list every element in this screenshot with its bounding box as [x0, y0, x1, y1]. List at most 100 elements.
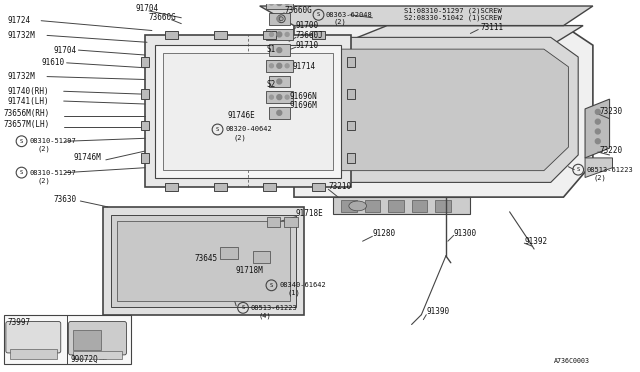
Text: 08340-61642: 08340-61642 [279, 282, 326, 288]
Bar [269, 107, 290, 119]
Bar [74, 330, 101, 350]
Text: 08513-61223: 08513-61223 [586, 167, 633, 173]
Polygon shape [294, 26, 593, 197]
Text: S2:08330-51042 (1)SCREW: S2:08330-51042 (1)SCREW [404, 15, 502, 21]
Bar [388, 200, 404, 212]
Text: S2: S2 [266, 80, 276, 89]
Bar [4, 315, 131, 364]
Text: 73210: 73210 [328, 182, 351, 191]
Circle shape [277, 79, 282, 84]
Bar [103, 207, 304, 315]
Text: S1:08310-51297 (2)SCREW: S1:08310-51297 (2)SCREW [404, 8, 502, 14]
Bar [10, 349, 57, 359]
Text: 91724: 91724 [8, 16, 31, 25]
Text: 91718M: 91718M [235, 266, 263, 275]
Bar [214, 32, 227, 39]
Bar [266, 60, 293, 72]
Circle shape [595, 109, 600, 114]
Text: (2): (2) [233, 134, 246, 141]
Circle shape [277, 1, 282, 6]
Text: S1: S1 [266, 45, 276, 54]
Text: (2): (2) [37, 146, 50, 153]
Polygon shape [585, 158, 612, 177]
Text: 91300: 91300 [454, 229, 477, 238]
Bar [347, 153, 355, 163]
Bar [163, 53, 333, 170]
Circle shape [269, 95, 273, 99]
Text: 73656M(RH): 73656M(RH) [4, 109, 50, 118]
Text: 91392: 91392 [524, 237, 547, 246]
Polygon shape [585, 99, 609, 158]
Text: 73645: 73645 [194, 254, 217, 263]
Polygon shape [333, 197, 470, 214]
Bar [111, 215, 296, 307]
Polygon shape [260, 6, 593, 26]
Circle shape [277, 16, 282, 21]
Text: 91732M: 91732M [8, 31, 36, 40]
Bar [141, 121, 149, 131]
Bar [253, 251, 271, 263]
Bar [116, 221, 290, 301]
Circle shape [277, 63, 282, 68]
Bar [347, 121, 355, 131]
Bar [312, 183, 325, 191]
Text: 08310-51297: 08310-51297 [29, 138, 76, 144]
Ellipse shape [349, 201, 367, 211]
Circle shape [269, 64, 273, 68]
Bar [435, 200, 451, 212]
Text: S: S [577, 167, 580, 172]
Text: 91704: 91704 [54, 46, 77, 55]
Bar [266, 0, 293, 9]
Text: 08363-62048: 08363-62048 [325, 12, 372, 18]
Bar [365, 200, 380, 212]
Text: 91696N: 91696N [289, 92, 317, 101]
Bar [141, 153, 149, 163]
Bar [341, 200, 356, 212]
Text: (4): (4) [259, 312, 271, 319]
Bar [266, 217, 280, 227]
Text: 91710: 91710 [296, 41, 319, 50]
Text: 73230: 73230 [600, 108, 623, 116]
Polygon shape [321, 49, 568, 171]
Circle shape [285, 1, 289, 5]
Circle shape [279, 17, 284, 21]
Circle shape [269, 32, 273, 36]
Bar [269, 44, 290, 56]
Text: 91714: 91714 [292, 62, 315, 71]
Bar [412, 200, 428, 212]
Text: 91390: 91390 [426, 307, 449, 316]
Bar [221, 247, 238, 259]
Bar [141, 89, 149, 99]
Text: 73111: 73111 [480, 23, 503, 32]
Circle shape [595, 129, 600, 134]
Text: 73630: 73630 [54, 195, 77, 203]
Text: 91610: 91610 [41, 58, 64, 67]
Text: (2): (2) [333, 19, 346, 25]
Text: S: S [317, 12, 320, 17]
Circle shape [277, 95, 282, 100]
Text: 91746E: 91746E [227, 111, 255, 120]
Bar [269, 13, 290, 25]
Bar [262, 183, 276, 191]
Circle shape [277, 48, 282, 52]
Bar [312, 32, 325, 39]
Text: 91746M: 91746M [74, 153, 101, 163]
Text: 91696M: 91696M [289, 102, 317, 110]
Text: S: S [20, 170, 23, 175]
Text: A736C0003: A736C0003 [554, 358, 589, 364]
Text: 91741(LH): 91741(LH) [8, 97, 49, 106]
Text: S: S [241, 305, 244, 310]
Text: 73997: 73997 [8, 318, 31, 327]
Text: 73660J: 73660J [296, 31, 324, 40]
Circle shape [277, 110, 282, 115]
Circle shape [269, 1, 273, 5]
Bar [155, 45, 341, 177]
FancyBboxPatch shape [6, 321, 61, 353]
Text: 91718E: 91718E [296, 209, 324, 218]
Text: 73660G: 73660G [284, 6, 312, 15]
Circle shape [277, 32, 282, 37]
Bar [266, 91, 293, 103]
Bar [141, 57, 149, 67]
Polygon shape [289, 26, 583, 65]
Text: 91700: 91700 [296, 21, 319, 30]
